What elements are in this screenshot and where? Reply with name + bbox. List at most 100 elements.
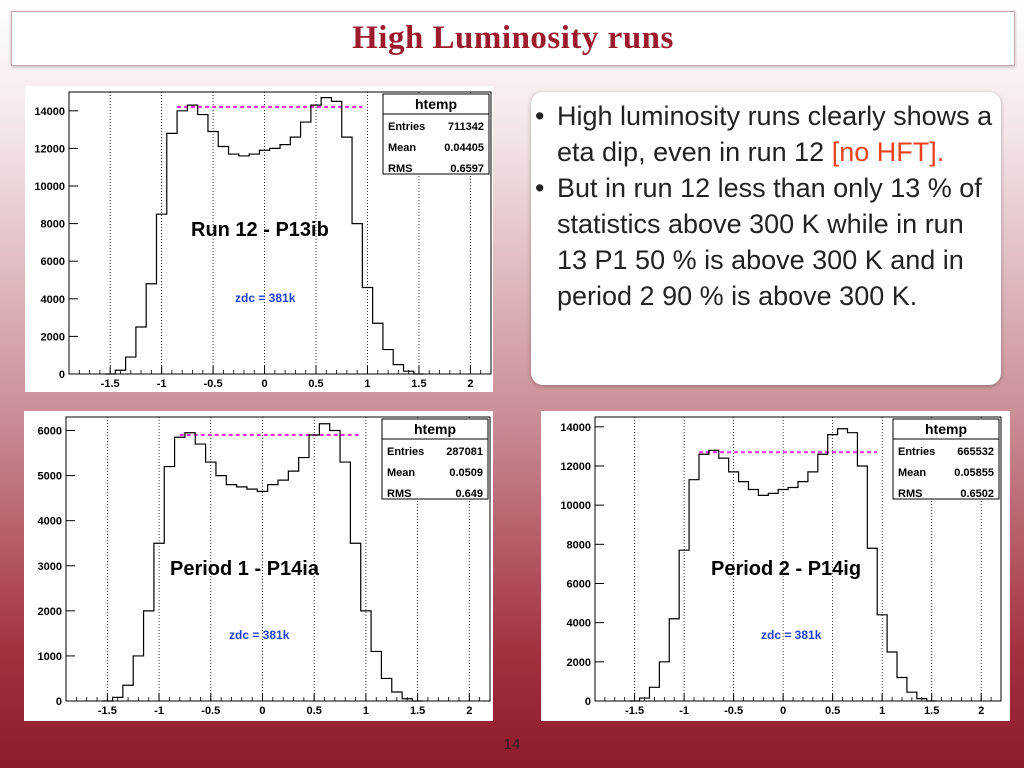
stats-value: 0.6502 bbox=[960, 488, 994, 500]
slide-title: High Luminosity runs bbox=[352, 20, 674, 56]
plot-frame bbox=[65, 416, 491, 702]
run-label: Period 1 - P14ia bbox=[170, 558, 320, 580]
x-tick-label: 1 bbox=[879, 705, 885, 717]
y-tick-label: 2000 bbox=[38, 606, 62, 618]
histogram-bin bbox=[748, 489, 758, 701]
histogram-bin bbox=[177, 111, 187, 374]
stats-box bbox=[892, 418, 1000, 500]
y-tick-label: 3000 bbox=[38, 561, 62, 573]
histogram-bin bbox=[907, 692, 917, 701]
x-tick-label: -1 bbox=[157, 378, 167, 390]
histogram-bin bbox=[383, 350, 393, 374]
y-tick-label: 8000 bbox=[567, 539, 591, 551]
x-tick-label: 1 bbox=[363, 705, 369, 717]
y-tick-label: 12000 bbox=[34, 143, 65, 155]
y-tick-label: 4000 bbox=[41, 294, 65, 306]
histogram-bin bbox=[778, 489, 788, 701]
x-tick-label: -0.5 bbox=[724, 705, 743, 717]
bullet-box: • High luminosity runs clearly shows a e… bbox=[531, 92, 1001, 385]
histogram-bin bbox=[319, 424, 329, 701]
stats-title: htemp bbox=[414, 421, 456, 437]
stats-value: 0.05855 bbox=[954, 467, 994, 479]
histogram-bin bbox=[257, 491, 267, 701]
x-tick-label: -1 bbox=[154, 705, 164, 717]
histogram-bin bbox=[897, 677, 907, 701]
zdc-label: zdc = 381k bbox=[229, 628, 290, 642]
histogram-bin bbox=[123, 685, 133, 701]
chart-svg-period1: -1.5 -1 -0.5 0 0.5 1 1.5 2 0 1000 2000 3000 4000 5000… bbox=[38, 416, 491, 717]
x-tick-label: -0.5 bbox=[204, 378, 223, 390]
stats-value: 0.6597 bbox=[450, 163, 484, 175]
histogram-bin bbox=[340, 462, 350, 701]
histogram-bin bbox=[113, 697, 123, 701]
stats-key: RMS bbox=[388, 163, 412, 175]
chart-panel-period2: -1.5 -1 -0.5 0 0.5 1 1.5 2 0 2000 4000 6000 8000 1000… bbox=[541, 411, 1010, 721]
histogram-bin bbox=[331, 101, 341, 374]
y-tick-label: 14000 bbox=[34, 106, 65, 118]
x-tick-label: 0.5 bbox=[825, 705, 840, 717]
zdc-label: zdc = 381k bbox=[761, 628, 822, 642]
histogram-bin bbox=[392, 692, 402, 701]
histogram-bin bbox=[393, 365, 403, 374]
x-tick-label: -1.5 bbox=[625, 705, 644, 717]
title-bar: High Luminosity runs bbox=[11, 11, 1015, 66]
x-tick-label: -1 bbox=[679, 705, 689, 717]
run-label: Run 12 - P13ib bbox=[191, 219, 329, 241]
y-tick-label: 4000 bbox=[567, 618, 591, 630]
stats-title: htemp bbox=[925, 421, 967, 437]
histogram-bin bbox=[352, 224, 362, 374]
stats-value: 665532 bbox=[957, 446, 994, 458]
histogram-bin bbox=[167, 133, 177, 374]
x-tick-label: 0 bbox=[261, 378, 267, 390]
stats-value: 287081 bbox=[446, 446, 483, 458]
bullet-dot-icon: • bbox=[535, 173, 545, 203]
x-tick-label: 2 bbox=[467, 378, 473, 390]
histogram-bin bbox=[259, 150, 269, 374]
bullet-text-1: High luminosity runs clearly shows a eta… bbox=[557, 101, 993, 167]
histogram-bin bbox=[216, 476, 226, 701]
histogram-bin bbox=[164, 467, 174, 701]
stats-key: Mean bbox=[898, 467, 926, 479]
run-label: Period 2 - P14ig bbox=[711, 558, 861, 580]
histogram-bin bbox=[229, 154, 239, 374]
histogram-bin bbox=[126, 357, 136, 374]
histogram-bin bbox=[649, 687, 659, 701]
histogram-series bbox=[629, 428, 937, 702]
histogram-bin bbox=[115, 370, 125, 374]
stats-key: RMS bbox=[898, 488, 922, 500]
y-tick-label: 1000 bbox=[38, 651, 62, 663]
histogram-bin bbox=[887, 652, 897, 701]
histogram-series bbox=[102, 423, 423, 702]
y-tick-label: 2000 bbox=[567, 657, 591, 669]
histogram-bin bbox=[206, 462, 216, 701]
histogram-bin bbox=[290, 137, 300, 374]
chart-panel-run12: -1.5 -1 -0.5 0 0.5 1 1.5 2 0 2000 4000 6000 8000 1000… bbox=[25, 86, 493, 392]
stats-value: 0.0509 bbox=[449, 467, 483, 479]
stats-box bbox=[382, 93, 490, 175]
plot-frame bbox=[594, 416, 1002, 702]
histogram-bin bbox=[218, 147, 228, 374]
bullet-text-2: But in run 12 less than only 13 % of sta… bbox=[557, 173, 982, 311]
histogram-bin bbox=[278, 480, 288, 701]
stats-value: 711342 bbox=[448, 121, 484, 133]
histogram-bin bbox=[689, 480, 699, 701]
stats-value: 0.649 bbox=[455, 488, 483, 500]
histogram-bin bbox=[361, 611, 371, 701]
y-tick-label: 0 bbox=[585, 696, 591, 708]
histogram-bin bbox=[133, 656, 143, 701]
histogram-bin bbox=[239, 156, 249, 374]
histogram-bin bbox=[198, 115, 208, 374]
y-tick-label: 2000 bbox=[41, 331, 65, 343]
histogram-bin bbox=[640, 698, 650, 701]
y-tick-label: 5000 bbox=[38, 471, 62, 483]
x-tick-label: 1 bbox=[364, 378, 370, 390]
histogram-bin bbox=[381, 678, 391, 701]
histogram-bin bbox=[371, 651, 381, 701]
histogram-bin bbox=[156, 214, 166, 374]
y-tick-label: 0 bbox=[56, 696, 62, 708]
zdc-label: zdc = 381k bbox=[235, 291, 296, 305]
histogram-bin bbox=[208, 131, 218, 374]
histogram-bin bbox=[857, 466, 867, 701]
y-tick-label: 0 bbox=[59, 369, 65, 381]
histogram-bin bbox=[330, 431, 340, 701]
